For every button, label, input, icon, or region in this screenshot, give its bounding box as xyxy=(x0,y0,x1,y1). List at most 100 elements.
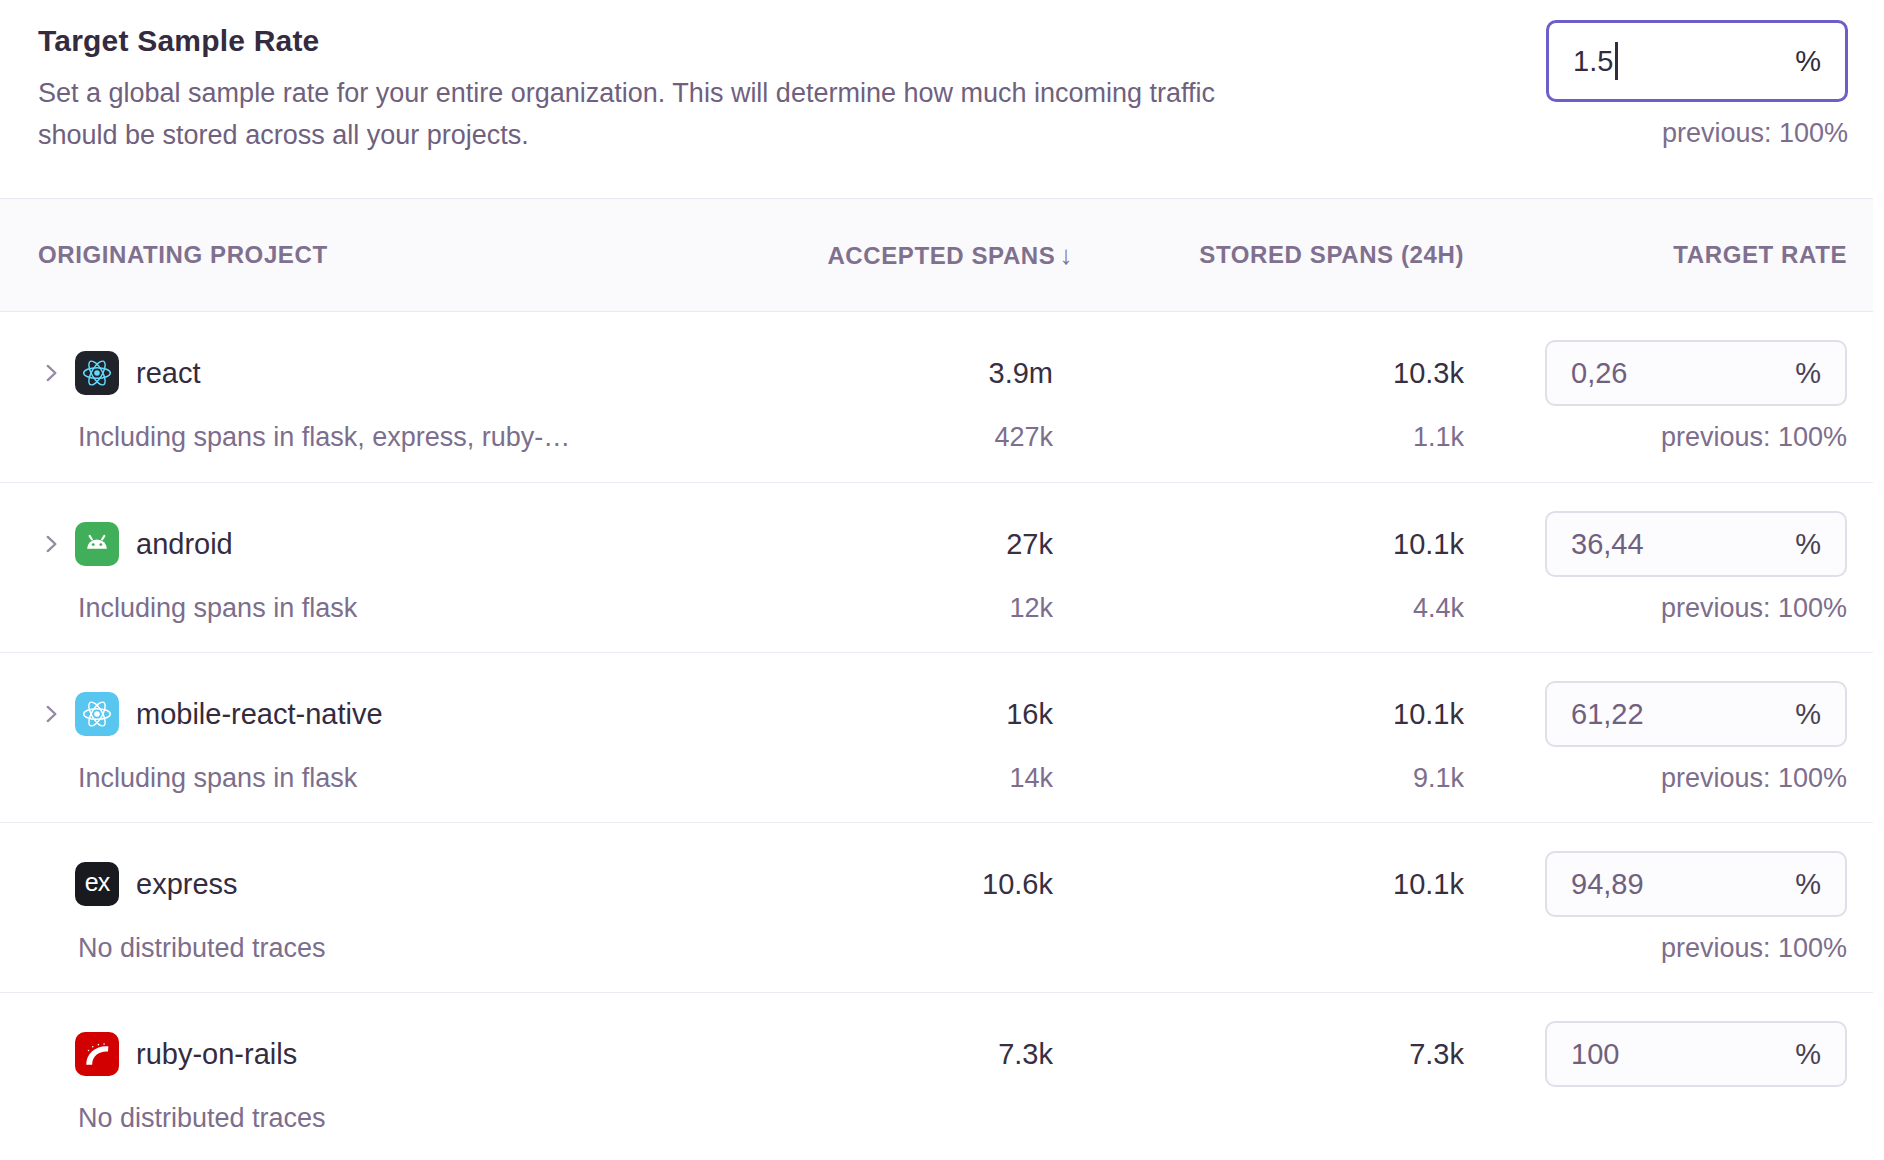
project-cell: ruby-on-rails No distributed traces xyxy=(38,993,773,1160)
stored-spans-value: 10.1k xyxy=(1073,511,1464,577)
column-header-originating-project[interactable]: ORIGINATING PROJECT xyxy=(38,241,773,269)
stored-spans-value: 10.1k xyxy=(1073,851,1464,917)
project-row: ruby-on-rails No distributed traces 7.3k… xyxy=(0,992,1873,1160)
project-row: react Including spans in flask, express,… xyxy=(0,312,1873,482)
table-header-row: ORIGINATING PROJECT ACCEPTED SPANS↓ STOR… xyxy=(0,198,1873,312)
column-header-target-rate[interactable]: TARGET RATE xyxy=(1464,241,1847,269)
percent-sign: % xyxy=(1795,528,1821,561)
accepted-spans-cell: 10.6k xyxy=(773,823,1073,992)
description-line-1: Set a global sample rate for your entire… xyxy=(38,78,1215,108)
stored-spans-subvalue: 4.4k xyxy=(1073,593,1464,624)
project-row: ex express No distributed traces 10.6k 1… xyxy=(0,822,1873,992)
global-sample-rate-value: 1.5 xyxy=(1573,45,1613,78)
expand-chevron-icon[interactable] xyxy=(38,701,75,727)
accepted-spans-cell: 3.9m 427k xyxy=(773,312,1073,482)
expand-chevron-icon[interactable] xyxy=(38,531,75,557)
project-cell: mobile-react-native Including spans in f… xyxy=(38,653,773,822)
accepted-spans-value: 16k xyxy=(773,681,1073,747)
stored-spans-cell: 10.3k 1.1k xyxy=(1073,312,1464,482)
project-subtext: Including spans in flask, express, ruby-… xyxy=(78,422,773,453)
project-rate-value: 36,44 xyxy=(1571,528,1644,561)
project-rate-value: 94,89 xyxy=(1571,868,1644,901)
accepted-spans-subvalue: 427k xyxy=(773,422,1073,453)
previous-rate-label: previous: 100% xyxy=(1464,933,1847,964)
previous-rate-label: previous: 100% xyxy=(1464,593,1847,624)
react-icon xyxy=(75,351,119,395)
project-row: mobile-react-native Including spans in f… xyxy=(0,652,1873,822)
target-rate-cell: 36,44 % previous: 100% xyxy=(1464,483,1847,652)
target-rate-cell: 61,22 % previous: 100% xyxy=(1464,653,1847,822)
column-header-accepted-spans[interactable]: ACCEPTED SPANS↓ xyxy=(773,240,1073,271)
express-icon: ex xyxy=(75,862,119,906)
stored-spans-value: 10.3k xyxy=(1073,340,1464,406)
project-rate-input[interactable]: 100 % xyxy=(1545,1021,1847,1087)
section-intro: Target Sample Rate Set a global sample r… xyxy=(38,0,1546,198)
project-rate-value: 0,26 xyxy=(1571,357,1627,390)
text-cursor xyxy=(1615,42,1618,80)
target-sample-rate-section: Target Sample Rate Set a global sample r… xyxy=(0,0,1884,198)
stored-spans-subvalue: 9.1k xyxy=(1073,763,1464,794)
stored-spans-cell: 10.1k 9.1k xyxy=(1073,653,1464,822)
project-rate-input[interactable]: 36,44 % xyxy=(1545,511,1847,577)
project-name: android xyxy=(136,528,233,561)
accepted-spans-cell: 27k 12k xyxy=(773,483,1073,652)
accepted-spans-value: 10.6k xyxy=(773,851,1073,917)
target-rate-cell: 94,89 % previous: 100% xyxy=(1464,823,1847,992)
project-subtext: No distributed traces xyxy=(78,933,773,964)
page-title: Target Sample Rate xyxy=(38,24,1546,58)
project-row: android Including spans in flask 27k 12k… xyxy=(0,482,1873,652)
project-name: ruby-on-rails xyxy=(136,1038,297,1071)
column-header-stored-spans[interactable]: STORED SPANS (24H) xyxy=(1073,241,1464,269)
percent-sign: % xyxy=(1795,868,1821,901)
accepted-spans-subvalue: 14k xyxy=(773,763,1073,794)
express-logo-text: ex xyxy=(85,868,109,897)
project-subtext: Including spans in flask xyxy=(78,763,773,794)
project-name: react xyxy=(136,357,200,390)
target-rate-cell: 100 % xyxy=(1464,993,1847,1160)
accepted-spans-cell: 16k 14k xyxy=(773,653,1073,822)
projects-table: ORIGINATING PROJECT ACCEPTED SPANS↓ STOR… xyxy=(0,198,1873,1160)
percent-sign: % xyxy=(1795,45,1821,78)
project-name: express xyxy=(136,868,238,901)
react-native-icon xyxy=(75,692,119,736)
percent-sign: % xyxy=(1795,698,1821,731)
previous-rate-label: previous: 100% xyxy=(1546,118,1848,149)
project-rate-input[interactable]: 94,89 % xyxy=(1545,851,1847,917)
project-subtext: Including spans in flask xyxy=(78,593,773,624)
stored-spans-value: 10.1k xyxy=(1073,681,1464,747)
sort-descending-icon: ↓ xyxy=(1059,240,1073,270)
rails-icon xyxy=(75,1032,119,1076)
project-rate-value: 100 xyxy=(1571,1038,1619,1071)
project-cell: react Including spans in flask, express,… xyxy=(38,312,773,482)
project-rate-input[interactable]: 61,22 % xyxy=(1545,681,1847,747)
global-rate-controls: 1.5 % previous: 100% xyxy=(1546,0,1848,198)
project-rate-input[interactable]: 0,26 % xyxy=(1545,340,1847,406)
target-rate-cell: 0,26 % previous: 100% xyxy=(1464,312,1847,482)
percent-sign: % xyxy=(1795,1038,1821,1071)
project-name: mobile-react-native xyxy=(136,698,383,731)
stored-spans-subvalue: 1.1k xyxy=(1073,422,1464,453)
page-description: Set a global sample rate for your entire… xyxy=(38,72,1546,156)
project-subtext: No distributed traces xyxy=(78,1103,773,1134)
accepted-spans-value: 27k xyxy=(773,511,1073,577)
accepted-spans-label: ACCEPTED SPANS xyxy=(827,242,1055,269)
stored-spans-value: 7.3k xyxy=(1073,1021,1464,1087)
expand-chevron-icon[interactable] xyxy=(38,360,75,386)
description-line-2: should be stored across all your project… xyxy=(38,120,529,150)
stored-spans-cell: 10.1k 4.4k xyxy=(1073,483,1464,652)
accepted-spans-cell: 7.3k xyxy=(773,993,1073,1160)
stored-spans-cell: 7.3k xyxy=(1073,993,1464,1160)
project-cell: ex express No distributed traces xyxy=(38,823,773,992)
global-sample-rate-input[interactable]: 1.5 % xyxy=(1546,20,1848,102)
accepted-spans-subvalue: 12k xyxy=(773,593,1073,624)
previous-rate-label: previous: 100% xyxy=(1464,763,1847,794)
android-icon xyxy=(75,522,119,566)
accepted-spans-value: 3.9m xyxy=(773,340,1073,406)
accepted-spans-value: 7.3k xyxy=(773,1021,1073,1087)
project-rate-value: 61,22 xyxy=(1571,698,1644,731)
percent-sign: % xyxy=(1795,357,1821,390)
stored-spans-cell: 10.1k xyxy=(1073,823,1464,992)
previous-rate-label: previous: 100% xyxy=(1464,422,1847,453)
table-body: react Including spans in flask, express,… xyxy=(0,312,1873,1160)
project-cell: android Including spans in flask xyxy=(38,483,773,652)
